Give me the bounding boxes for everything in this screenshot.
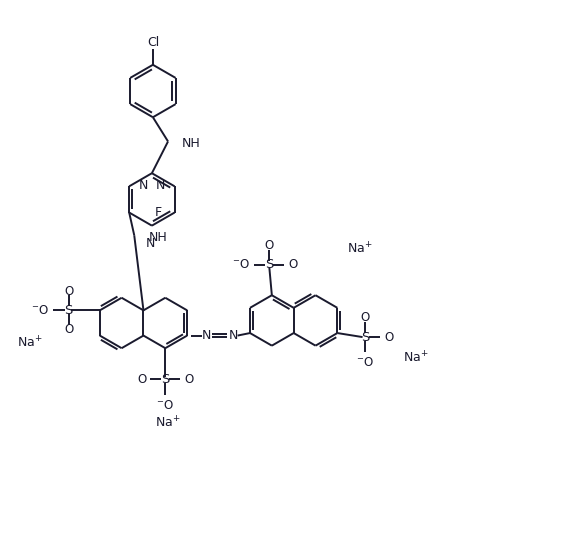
Text: N: N — [229, 329, 238, 342]
Text: O: O — [64, 323, 73, 336]
Text: N: N — [146, 237, 156, 250]
Text: $^{-}$O: $^{-}$O — [356, 356, 374, 369]
Text: N: N — [138, 179, 148, 192]
Text: Na$^{+}$: Na$^{+}$ — [155, 416, 181, 431]
Text: Na$^{+}$: Na$^{+}$ — [403, 350, 428, 366]
Text: O: O — [361, 311, 370, 324]
Text: $^{-}$O: $^{-}$O — [232, 258, 250, 271]
Text: NH: NH — [148, 231, 167, 244]
Text: $^{-}$O: $^{-}$O — [31, 304, 49, 317]
Text: O: O — [137, 373, 146, 386]
Text: N: N — [202, 329, 211, 342]
Text: Na$^{+}$: Na$^{+}$ — [348, 241, 373, 256]
Text: N: N — [156, 179, 165, 192]
Text: O: O — [64, 285, 73, 297]
Text: $^{-}$O: $^{-}$O — [156, 399, 174, 411]
Text: F: F — [155, 206, 162, 219]
Text: O: O — [265, 239, 274, 253]
Text: S: S — [265, 258, 274, 271]
Text: Na$^{+}$: Na$^{+}$ — [17, 335, 43, 351]
Text: O: O — [384, 331, 394, 343]
Text: O: O — [185, 373, 194, 386]
Text: S: S — [361, 331, 369, 343]
Text: O: O — [289, 258, 298, 271]
Text: Cl: Cl — [147, 36, 159, 49]
Text: S: S — [161, 373, 169, 386]
Text: S: S — [64, 304, 73, 317]
Text: NH: NH — [182, 137, 201, 150]
